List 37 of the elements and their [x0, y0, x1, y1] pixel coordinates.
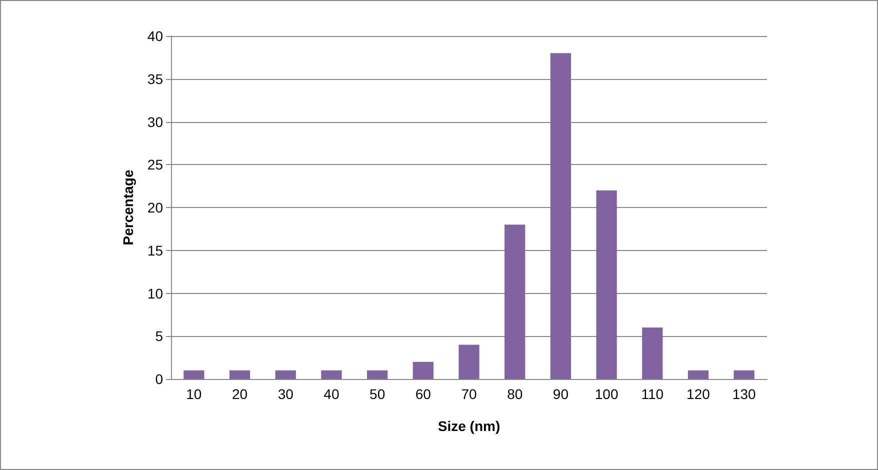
x-tick-label: 80 [507, 386, 523, 402]
y-tick-label: 25 [147, 156, 164, 173]
y-tick-label: 15 [147, 242, 164, 258]
y-tick-label: 40 [147, 28, 164, 44]
bar [184, 370, 204, 379]
bar [321, 370, 342, 379]
x-tick-label: 50 [370, 386, 386, 402]
y-tick-label: 20 [147, 200, 164, 216]
bar [688, 370, 709, 379]
x-tick-label: 40 [324, 386, 340, 402]
x-tick-label: 20 [232, 386, 248, 402]
x-tick-label: 130 [732, 386, 756, 402]
x-tick-label: 90 [552, 386, 569, 402]
x-tick-label: 30 [278, 386, 294, 402]
y-tick-label: 35 [147, 70, 164, 87]
y-tick-label: 30 [147, 114, 164, 130]
bar [504, 224, 526, 379]
y-tick-label: 10 [147, 285, 164, 302]
x-tick-label: 60 [415, 386, 432, 402]
x-tick-label: 110 [641, 386, 664, 402]
bar [229, 370, 250, 379]
y-tick-label: 0 [155, 371, 164, 387]
bar [550, 53, 572, 379]
x-tick-label: 10 [186, 386, 202, 402]
bar [275, 370, 296, 379]
x-tick-label: 120 [686, 386, 710, 402]
x-axis-title: Size (nm) [438, 418, 500, 434]
bar [734, 370, 754, 379]
bar [596, 190, 617, 379]
bar [642, 328, 663, 379]
x-tick-label: 70 [461, 386, 477, 402]
bar [366, 370, 388, 379]
y-axis-title: Percentage [120, 170, 136, 246]
y-tick-label: 5 [155, 328, 164, 344]
bar [458, 344, 480, 379]
bar [412, 362, 434, 379]
x-tick-label: 100 [594, 386, 618, 402]
